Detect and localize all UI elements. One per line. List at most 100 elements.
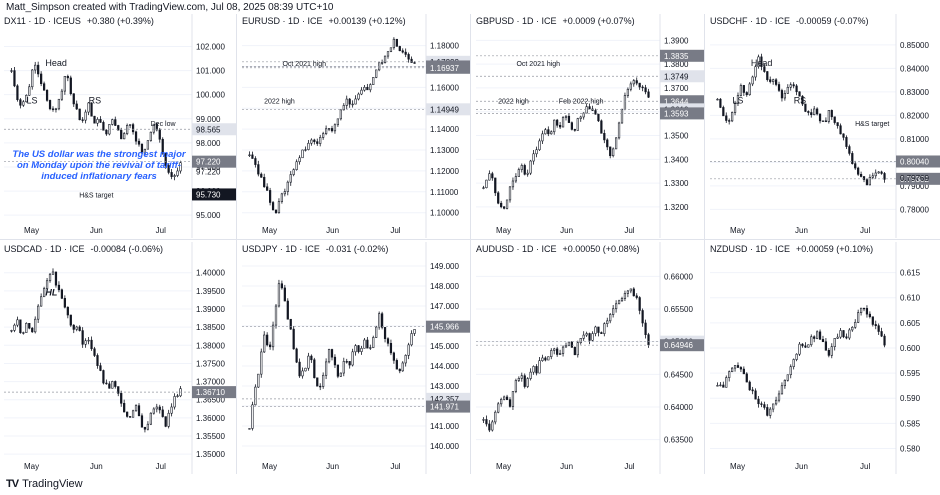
y-tick-label: 102.000 bbox=[196, 42, 225, 51]
candle bbox=[251, 404, 254, 429]
candle bbox=[644, 322, 647, 335]
chart-panel-4[interactable]: 1.35000 1.35500 1.36000 1.36500 1.37000 1.375… bbox=[0, 242, 236, 474]
chart-svg-7[interactable]: 0.580 0.585 0.590 0.595 0.600 0.605 0.610 0.615… bbox=[706, 242, 940, 474]
candle bbox=[404, 355, 407, 364]
candle bbox=[570, 341, 574, 348]
candle bbox=[16, 319, 19, 326]
candle bbox=[638, 297, 641, 311]
candle bbox=[263, 334, 266, 353]
candle bbox=[517, 169, 520, 177]
candle bbox=[647, 91, 650, 98]
candle bbox=[63, 298, 66, 308]
candle bbox=[96, 355, 99, 366]
candle bbox=[629, 288, 632, 292]
chart-svg-1[interactable]: 1.100001.110001.120001.130001.140001.150… bbox=[238, 14, 470, 238]
price-tag bbox=[896, 155, 940, 168]
chart-svg-6[interactable]: 0.635000.640000.645000.650000.655000.660… bbox=[472, 242, 704, 474]
candle bbox=[497, 192, 500, 204]
chart-panel-3[interactable]: 0.780000.790000.800000.810000.820000.830… bbox=[706, 14, 940, 238]
candle bbox=[161, 409, 164, 417]
candle bbox=[725, 115, 728, 121]
price-tag-label: 1.14949 bbox=[430, 105, 459, 114]
candle bbox=[644, 87, 647, 93]
candle bbox=[606, 139, 609, 148]
candle bbox=[60, 289, 64, 299]
candle bbox=[345, 361, 348, 363]
candle bbox=[149, 412, 152, 425]
chart-svg-4[interactable]: 1.35000 1.35500 1.36000 1.36500 1.37000 1.375… bbox=[0, 242, 236, 474]
candle bbox=[780, 385, 784, 395]
candle bbox=[289, 174, 292, 183]
chart-svg-0[interactable]: 95.00096.00097.00098.00099.000100.000101… bbox=[0, 14, 236, 238]
candle bbox=[766, 407, 769, 416]
candle bbox=[848, 146, 851, 154]
candle bbox=[19, 319, 22, 334]
candle bbox=[398, 368, 401, 372]
y-tick-label: 1.35500 bbox=[196, 432, 225, 441]
price-tag-label: 95.730 bbox=[196, 190, 221, 199]
change-label: -0.00084 (-0.06%) bbox=[90, 244, 164, 254]
candle bbox=[597, 326, 600, 333]
candle bbox=[143, 426, 147, 430]
candle bbox=[274, 305, 278, 326]
y-tick-label: 1.3800 bbox=[664, 60, 689, 69]
candle bbox=[609, 146, 612, 157]
chart-panel-2[interactable]: 1.32001.33001.34001.35001.36001.37001.38… bbox=[472, 14, 704, 238]
candle bbox=[597, 113, 600, 122]
chart-svg-3[interactable]: 0.780000.790000.800000.810000.820000.830… bbox=[706, 14, 940, 238]
candle bbox=[532, 153, 535, 162]
candle bbox=[48, 100, 52, 110]
price-tag bbox=[192, 188, 236, 201]
candle bbox=[13, 324, 16, 331]
price-tag bbox=[426, 320, 470, 333]
chart-svg-2[interactable]: 1.32001.33001.34001.35001.36001.37001.38… bbox=[472, 14, 704, 238]
candle bbox=[66, 76, 69, 79]
candle bbox=[354, 345, 357, 353]
candle bbox=[494, 411, 497, 423]
candle bbox=[123, 403, 126, 413]
chart-panel-5[interactable]: 140.000141.000142.000143.000144.000145.0… bbox=[238, 242, 470, 474]
candle bbox=[13, 70, 16, 87]
candle bbox=[874, 172, 877, 177]
chart-panel-1[interactable]: 1.100001.110001.120001.130001.140001.150… bbox=[238, 14, 470, 238]
y-tick-label: 1.3900 bbox=[664, 36, 689, 45]
candle bbox=[348, 98, 351, 105]
candle bbox=[117, 125, 120, 131]
chart-panel-7[interactable]: 0.580 0.585 0.590 0.595 0.600 0.605 0.610 0.615… bbox=[706, 242, 940, 474]
candle bbox=[392, 352, 396, 361]
annotation-label: HL bbox=[45, 287, 57, 297]
chart-panel-6[interactable]: 0.635000.640000.645000.650000.655000.660… bbox=[472, 242, 704, 474]
candle bbox=[357, 93, 360, 100]
candle bbox=[274, 209, 278, 214]
candle bbox=[538, 360, 541, 374]
candle bbox=[268, 190, 272, 203]
candle bbox=[582, 112, 585, 118]
annotation-label: Head bbox=[751, 58, 773, 68]
candle bbox=[48, 273, 52, 282]
candle bbox=[751, 76, 754, 85]
price-tag bbox=[426, 61, 470, 74]
candle bbox=[277, 201, 281, 214]
candle bbox=[158, 406, 161, 411]
candle bbox=[848, 329, 851, 339]
candle bbox=[72, 324, 75, 330]
candle bbox=[360, 89, 363, 95]
x-tick-label: May bbox=[262, 226, 277, 235]
candle bbox=[728, 371, 731, 378]
change-label: +0.00139 (+0.12%) bbox=[328, 16, 406, 26]
candle bbox=[810, 112, 813, 115]
candle bbox=[137, 140, 141, 145]
candle bbox=[591, 108, 594, 111]
candle bbox=[760, 56, 763, 67]
candle bbox=[375, 326, 378, 338]
chart-svg-5[interactable]: 140.000141.000142.000143.000144.000145.0… bbox=[238, 242, 470, 474]
candle bbox=[277, 283, 281, 307]
candle bbox=[520, 375, 523, 379]
candle bbox=[410, 58, 413, 63]
candle bbox=[813, 336, 816, 339]
y-tick-label: 148.000 bbox=[430, 282, 459, 291]
candle bbox=[283, 191, 286, 195]
candle bbox=[807, 344, 810, 348]
chart-panel-0[interactable]: 95.00096.00097.00098.00099.000100.000101… bbox=[0, 14, 236, 238]
symbol-label: GBPUSD · 1D · ICE bbox=[476, 16, 557, 26]
